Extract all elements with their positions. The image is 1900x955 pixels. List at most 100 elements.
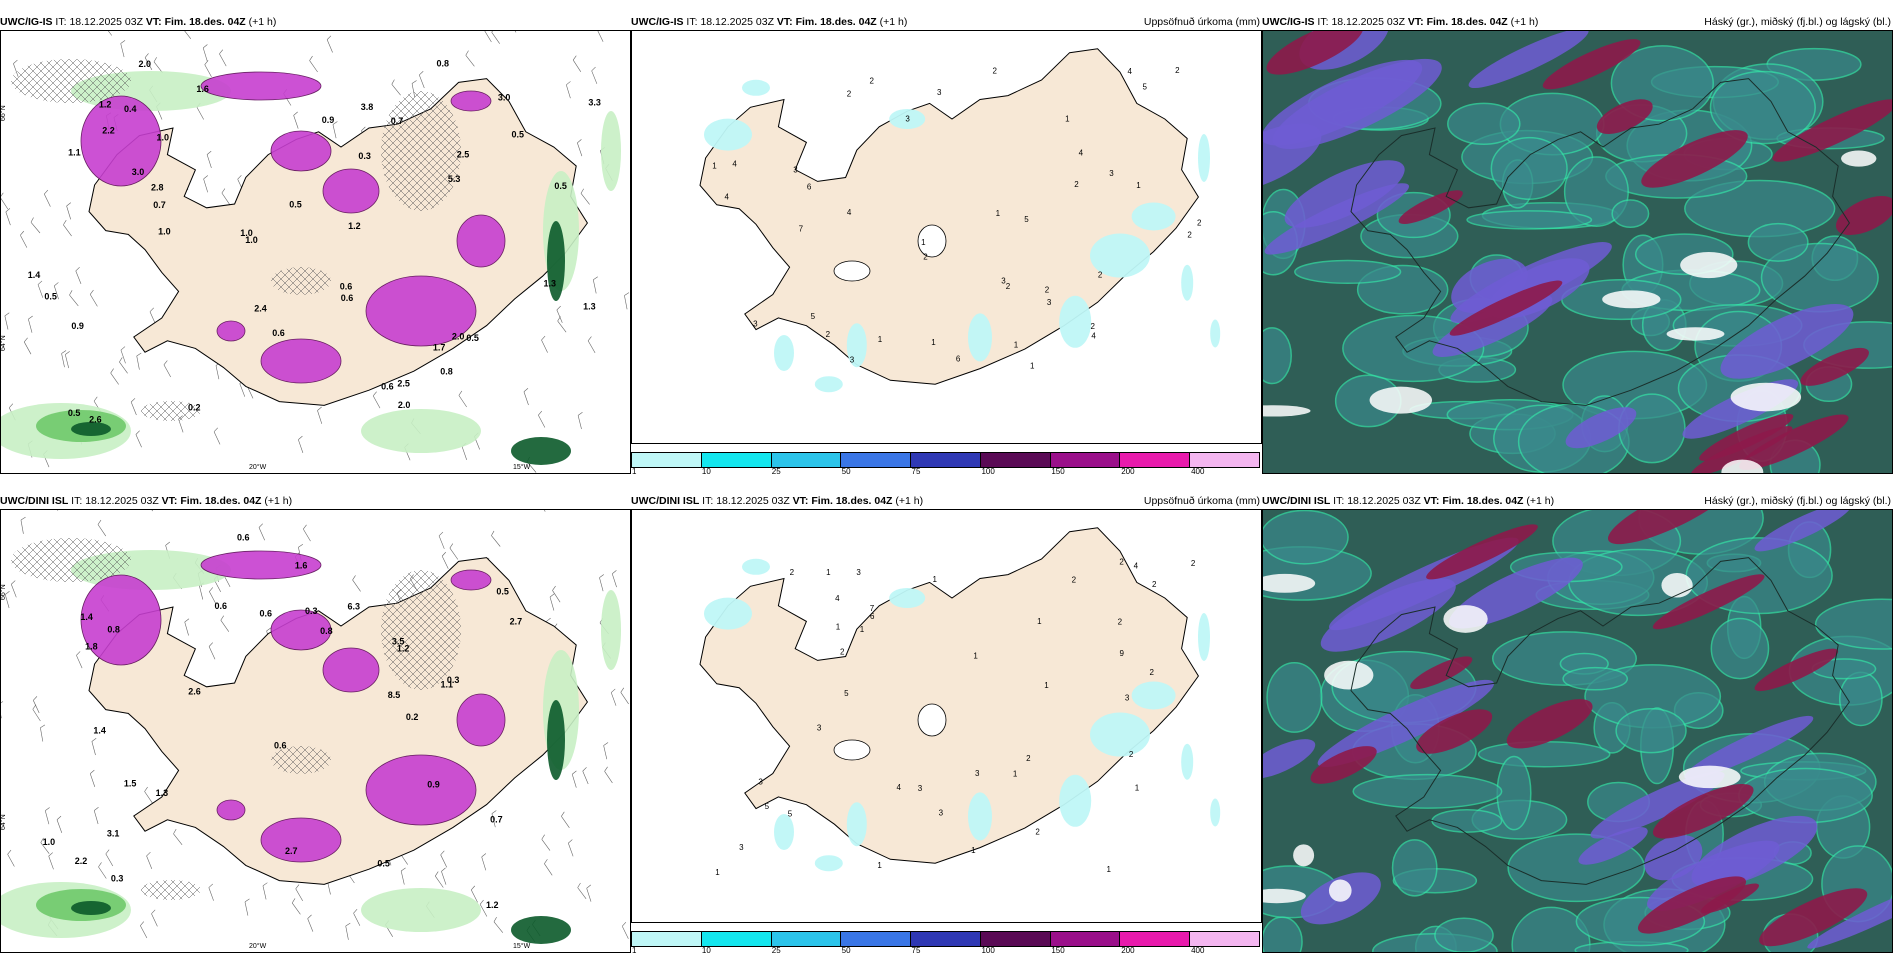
gust-value: 1.8	[85, 641, 98, 651]
clear-sky-area	[1731, 383, 1801, 412]
precip-area	[774, 335, 794, 371]
mid-cloud-area	[1616, 709, 1686, 753]
gust-value: 0.5	[289, 199, 302, 209]
gust-value: 8.5	[388, 690, 401, 700]
mid-cloud-area	[1448, 103, 1520, 144]
gust-value: 0.9	[71, 321, 84, 331]
gust-value: 1.0	[158, 227, 171, 237]
precip-value: 3	[758, 777, 763, 786]
gust-value: 0.7	[153, 200, 166, 210]
valid-time: Fim. 18.des. 04Z	[811, 495, 892, 507]
gust-value: 0.7	[490, 814, 503, 824]
precip-value: 3	[856, 568, 861, 577]
gust-value: 0.6	[340, 282, 353, 292]
gust-value: 0.5	[466, 333, 479, 343]
colorbar-cell	[632, 453, 702, 467]
init-time: 18.12.2025 03Z	[1347, 495, 1421, 507]
mid-cloud-area	[1263, 510, 1348, 563]
colorbar-tick-label: 150	[1051, 947, 1064, 955]
longitude-label: 20°W	[249, 942, 267, 950]
gust-value: 5.3	[448, 174, 461, 184]
gust-value: 2.0	[398, 400, 411, 410]
precip-value: 3	[850, 355, 855, 364]
gust-value: 0.6	[237, 533, 250, 543]
precip-value: 2	[1118, 618, 1123, 627]
precip-value: 2	[1035, 828, 1040, 837]
precip-value: 1	[1030, 362, 1035, 371]
gust-value: 0.2	[406, 712, 419, 722]
strong-gust-area	[81, 575, 161, 665]
cloud-title: Háský (gr.), miðský (fj.bl.) og lágský (…	[1704, 493, 1891, 509]
strong-gust-area	[217, 800, 245, 820]
colorbar-cells	[631, 452, 1260, 468]
gust-value: 0.8	[107, 624, 120, 634]
gust-value: 0.9	[427, 780, 440, 790]
precip-area	[1090, 713, 1150, 757]
colorbar-cell	[911, 932, 981, 946]
precip-value: 1	[996, 209, 1001, 218]
mid-cloud-area	[1393, 840, 1437, 896]
strong-gust-area	[451, 570, 491, 590]
gust-value: 1.2	[348, 221, 361, 231]
strong-gust-area	[323, 169, 379, 213]
model-name: UWC/IG-IS	[0, 16, 53, 28]
strong-gust-area	[323, 648, 379, 692]
latitude-label: 66°N	[1, 105, 7, 121]
gust-value: 0.5	[377, 858, 390, 868]
panel-title: UWC/DINI ISL IT: 18.12.2025 03Z VT: Fim.…	[0, 493, 631, 509]
strong-gust-area	[261, 818, 341, 862]
clear-sky-area	[1679, 766, 1741, 789]
gust-value: 0.2	[188, 403, 201, 413]
valid-time: Fim. 18.des. 04Z	[1427, 16, 1508, 28]
gust-value: 1.6	[196, 84, 209, 94]
gust-value: 0.5	[68, 408, 81, 418]
init-time: 18.12.2025 03Z	[85, 495, 159, 507]
precip-value: 4	[732, 159, 737, 168]
glacier-outline	[834, 740, 870, 760]
colorbar-cell	[1120, 453, 1190, 467]
gust-value: 1.0	[156, 133, 169, 143]
latitude-label: 64°N	[1, 335, 7, 351]
vt-prefix: VT:	[777, 16, 793, 28]
precip-value: 3	[1047, 298, 1052, 307]
precip-value: 1	[860, 625, 865, 634]
panel-title: UWC/IG-IS IT: 18.12.2025 03Z VT: Fim. 18…	[631, 14, 1262, 30]
gust-value: 3.0	[132, 167, 145, 177]
precip-value: 3	[905, 114, 910, 123]
strong-gust-area	[217, 321, 245, 341]
precip-value: 1	[1107, 865, 1112, 874]
model-name: UWC/DINI ISL	[631, 495, 699, 507]
clear-sky-area	[1370, 387, 1432, 414]
lead-time: (+1 h)	[1526, 495, 1554, 507]
precip-value: 2	[1129, 750, 1134, 759]
colorbar-tick-label: 200	[1121, 468, 1134, 476]
gust-value: 0.3	[358, 151, 371, 161]
precip-panel-top: UWC/IG-IS IT: 18.12.2025 03Z VT: Fim. 18…	[631, 14, 1262, 474]
gust-area	[601, 111, 621, 191]
precip-value: 2	[1197, 219, 1202, 228]
precip-area	[1181, 265, 1193, 301]
colorbar-cell	[981, 932, 1051, 946]
mid-cloud-area	[1711, 618, 1768, 678]
gust-value: 1.4	[93, 726, 106, 736]
mid-cloud-area	[1435, 918, 1493, 952]
precip-value: 2	[1026, 754, 1031, 763]
colorbar-tick-label: 1	[632, 468, 636, 476]
precip-area	[1132, 203, 1176, 231]
cloud-map-canvas	[1263, 510, 1892, 952]
precip-area	[1059, 296, 1091, 348]
gust-area	[361, 888, 481, 932]
mid-cloud-area	[1467, 211, 1591, 229]
precip-value: 6	[807, 183, 812, 192]
clear-sky-area	[1667, 327, 1725, 340]
hatched-area	[141, 880, 201, 900]
valid-time: Fim. 18.des. 04Z	[180, 495, 261, 507]
gust-value: 2.5	[397, 379, 410, 389]
gust-value: 1.2	[99, 99, 112, 109]
colorbar-cells	[631, 931, 1260, 947]
precip-value: 4	[1128, 67, 1133, 76]
precip-value: 2	[1175, 66, 1180, 75]
gust-value: 1.4	[28, 270, 41, 280]
strong-gust-area	[366, 755, 476, 825]
